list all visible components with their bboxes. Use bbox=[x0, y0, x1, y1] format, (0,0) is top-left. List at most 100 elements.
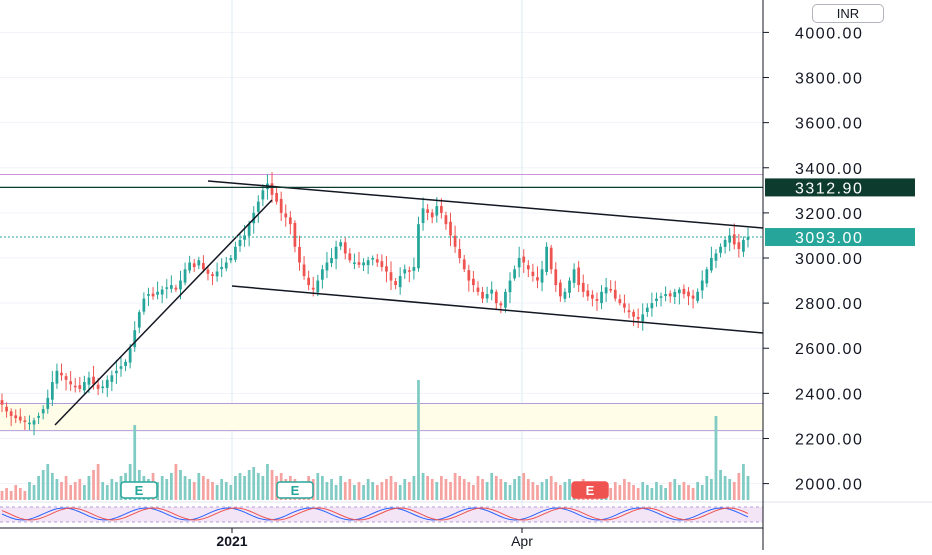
candle-body bbox=[494, 291, 498, 304]
candle-body bbox=[307, 277, 311, 286]
volume-bar bbox=[540, 482, 544, 500]
candle-body bbox=[394, 281, 397, 286]
price-axis[interactable]: 4000.00 3800.00 3600.00 3400.00 3200.00 3000.… bbox=[762, 0, 915, 550]
candle-body bbox=[687, 291, 690, 297]
candle-body bbox=[311, 287, 315, 290]
candle-body bbox=[60, 372, 63, 376]
candle-body bbox=[298, 246, 301, 263]
candle-body bbox=[417, 224, 420, 269]
candle-body bbox=[458, 249, 462, 258]
volume-bar bbox=[453, 473, 457, 500]
volume-bar bbox=[110, 479, 114, 500]
volume-bar bbox=[334, 485, 338, 500]
volume-bar bbox=[343, 482, 347, 500]
currency-badge[interactable]: INR bbox=[812, 4, 884, 23]
candle-body bbox=[330, 258, 333, 264]
candle-body bbox=[119, 366, 123, 369]
volume-bar bbox=[41, 470, 45, 500]
volume-bar bbox=[398, 485, 402, 500]
volume-bar bbox=[472, 485, 475, 500]
candle-body bbox=[279, 198, 283, 213]
volume-bar bbox=[266, 464, 269, 500]
volume-bar bbox=[252, 467, 256, 500]
candle-body bbox=[87, 377, 91, 385]
volume-bar bbox=[687, 485, 690, 500]
candle-body bbox=[554, 269, 558, 286]
volume-bar bbox=[389, 476, 393, 500]
candle-body bbox=[655, 298, 658, 302]
volume-bar bbox=[394, 482, 397, 500]
support-zone-layer bbox=[0, 174, 763, 432]
price-tick-label: 3600.00 bbox=[795, 116, 863, 133]
candle-body bbox=[147, 294, 150, 296]
resistance-price-bg bbox=[765, 178, 915, 197]
trendline-layer bbox=[0, 180, 764, 426]
earnings-marker-label: E bbox=[135, 483, 144, 498]
candle-body bbox=[41, 409, 45, 414]
volume-bar bbox=[224, 482, 228, 500]
uptrend-line bbox=[54, 199, 273, 426]
time-tick-label: 2021 bbox=[216, 533, 247, 549]
candle-body bbox=[92, 376, 95, 385]
candle-body bbox=[430, 212, 434, 218]
candle-body bbox=[577, 267, 581, 286]
oscillator-pane bbox=[0, 501, 932, 523]
volume-bar bbox=[664, 488, 667, 500]
candle-body bbox=[710, 258, 713, 271]
volume-bar bbox=[261, 476, 265, 500]
candle-body bbox=[115, 370, 118, 374]
price-tick-label: 2600.00 bbox=[795, 341, 863, 358]
volume-bar bbox=[256, 473, 260, 500]
candle-body bbox=[723, 239, 727, 247]
candle-body bbox=[247, 224, 251, 236]
volume-layer bbox=[0, 380, 750, 500]
volume-bar bbox=[458, 476, 462, 500]
volume-bar bbox=[467, 482, 471, 500]
volume-bar bbox=[160, 476, 164, 500]
candle-body bbox=[165, 287, 169, 289]
candle-body bbox=[476, 287, 480, 292]
candle-body bbox=[398, 276, 402, 288]
time-tick-label: Apr bbox=[511, 533, 533, 549]
candle-body bbox=[270, 183, 274, 195]
candle-body bbox=[504, 291, 507, 308]
candle-body bbox=[609, 289, 613, 291]
candle-body bbox=[28, 422, 31, 425]
candle-body bbox=[380, 261, 384, 268]
volume-bar bbox=[558, 485, 562, 500]
candle-body bbox=[375, 259, 379, 263]
candle-body bbox=[691, 295, 695, 299]
volume-bar bbox=[353, 485, 356, 500]
volume-bar bbox=[568, 479, 571, 500]
candle-body bbox=[636, 317, 640, 319]
volume-bar bbox=[96, 464, 100, 500]
volume-bar bbox=[32, 485, 36, 500]
candle-body bbox=[353, 262, 356, 265]
volume-bar bbox=[659, 485, 663, 500]
volume-bar bbox=[426, 476, 430, 500]
candle-body bbox=[563, 291, 567, 299]
candle-body bbox=[343, 242, 347, 254]
volume-bar bbox=[531, 482, 535, 500]
volume-bar bbox=[192, 482, 196, 500]
volume-bar bbox=[362, 485, 365, 500]
time-axis[interactable]: 2021 Apr bbox=[0, 527, 763, 549]
volume-bar bbox=[238, 473, 242, 500]
volume-bar bbox=[554, 482, 558, 500]
volume-bar bbox=[430, 479, 434, 500]
volume-bar bbox=[636, 488, 640, 500]
volume-bar bbox=[169, 473, 173, 500]
volume-bar bbox=[714, 416, 718, 500]
volume-bar bbox=[133, 425, 137, 500]
earnings-marker-box bbox=[276, 481, 314, 499]
volume-bar bbox=[229, 485, 233, 500]
candle-body bbox=[522, 256, 526, 263]
volume-bar bbox=[339, 476, 343, 500]
candle-body bbox=[426, 209, 430, 213]
volume-bar bbox=[444, 479, 448, 500]
candle-body bbox=[64, 376, 68, 380]
candle-body bbox=[371, 258, 375, 260]
candle-body bbox=[572, 269, 576, 283]
volume-bar bbox=[719, 470, 722, 500]
